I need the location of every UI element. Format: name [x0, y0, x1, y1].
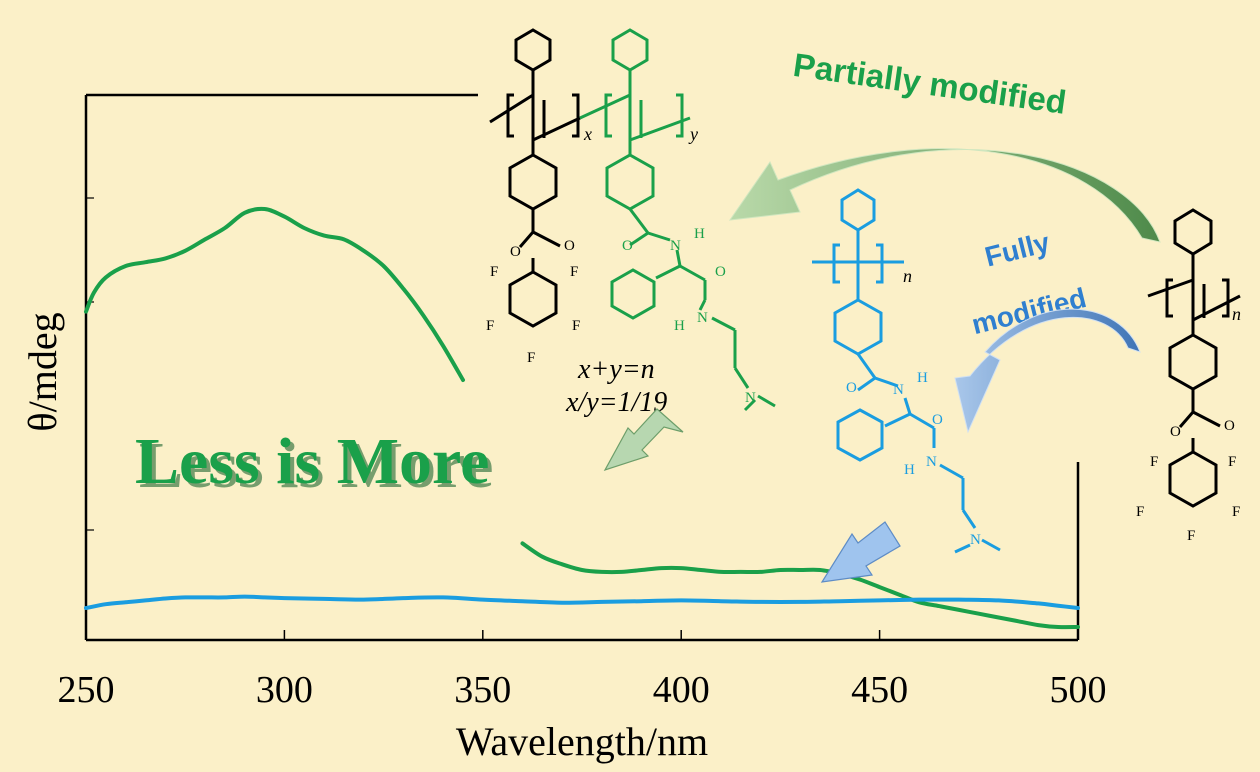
x-tick-label: 350 [454, 669, 511, 711]
x-tick-label: 250 [58, 669, 115, 711]
atom-o: O [932, 412, 943, 428]
x-axis-title: Wavelength/nm [456, 719, 708, 764]
ratio-label-1: x+y=n [577, 354, 655, 385]
atom-h: H [904, 462, 915, 478]
headline-shadow: Less is More [139, 429, 493, 502]
atom-f: F [1228, 454, 1236, 470]
series-line-partial-tail [520, 541, 1080, 630]
pfp-precursor-structure [1147, 208, 1241, 508]
amide-unit-green [579, 28, 776, 412]
chart-axes: 250 300 350 400 450 500 [58, 93, 1107, 711]
series-line-full [84, 594, 1080, 610]
partial-modification-arrow [728, 148, 1161, 243]
series-line-partial [84, 206, 465, 382]
atom-n: N [926, 454, 937, 470]
subscript-n-blue: n [903, 266, 912, 286]
x-tick-label: 300 [256, 669, 313, 711]
atom-f: F [1136, 504, 1144, 520]
x-tick-label: 400 [653, 669, 710, 711]
atom-o: O [1170, 424, 1181, 440]
subscript-n-right: n [1232, 304, 1241, 324]
atom-f: F [490, 264, 498, 280]
atom-n: N [697, 310, 708, 326]
fully-modified-structure [812, 188, 1001, 554]
atom-o: O [622, 238, 633, 254]
copolymer-structure [489, 28, 776, 412]
series-layer [84, 206, 1080, 630]
y-axis-title: θ/mdeg [20, 312, 65, 431]
fully-modified-label-1: Fully [982, 227, 1053, 273]
atom-f: F [1232, 504, 1240, 520]
blue-pointer-arrow [820, 521, 901, 583]
atom-h: H [917, 370, 928, 386]
subscript-y: y [688, 124, 698, 144]
x-ticks: 250 300 350 400 450 500 [58, 630, 1107, 711]
atom-o: O [510, 244, 521, 260]
atom-o: O [564, 238, 575, 254]
ratio-label-2: x/y=1/19 [565, 387, 667, 418]
x-tick-label: 450 [851, 669, 908, 711]
subscript-x: x [583, 124, 592, 144]
atom-h: H [674, 318, 685, 334]
pfp-unit-black [489, 28, 581, 328]
atom-f: F [570, 264, 578, 280]
atom-labels: x y n n O O F F F F F O N H O N H N O N … [486, 124, 1241, 548]
atom-f: F [1150, 454, 1158, 470]
partially-modified-label: Partially modified [791, 46, 1069, 121]
atom-f: F [527, 350, 535, 366]
full-modification-arrow [954, 308, 1141, 434]
green-pointer-arrow [603, 408, 684, 472]
atom-o: O [715, 264, 726, 280]
atom-f: F [572, 318, 580, 334]
atom-n: N [670, 238, 681, 254]
atom-f: F [486, 318, 494, 334]
atom-f: F [1187, 528, 1195, 544]
atom-h: H [694, 226, 705, 242]
atom-n: N [745, 390, 756, 406]
atom-n: N [893, 382, 904, 398]
x-tick-label: 500 [1050, 669, 1107, 711]
atom-o: O [846, 380, 857, 396]
headline: Less is More [135, 425, 489, 498]
atom-o: O [1224, 418, 1235, 434]
atom-n: N [970, 532, 981, 548]
